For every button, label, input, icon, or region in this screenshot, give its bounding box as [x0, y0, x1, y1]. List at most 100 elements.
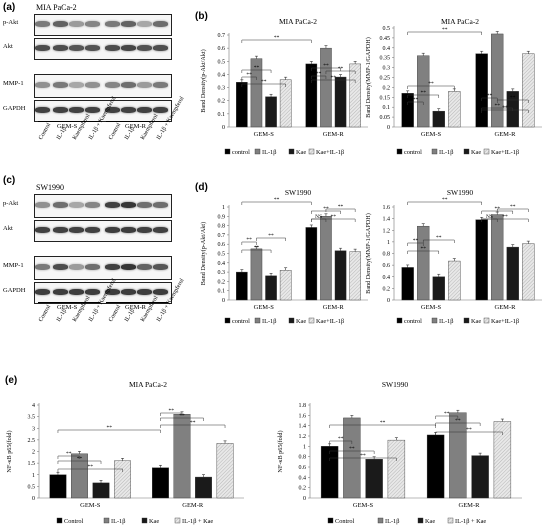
significance-bracket	[407, 242, 424, 246]
blot-group-label: GEM-R	[125, 123, 146, 130]
blot-group-line	[106, 121, 168, 122]
bar	[320, 216, 332, 301]
bar	[236, 271, 248, 301]
y-tick-label: 0.3	[218, 86, 226, 92]
legend-swatch	[224, 148, 231, 155]
significance-bracket	[241, 76, 257, 80]
y-tick-label: 0.6	[299, 465, 307, 471]
chart-legend-item-1: control	[404, 318, 422, 325]
blot-band	[53, 107, 68, 113]
y-tick-label: 0.4	[218, 261, 226, 267]
significance-bracket	[435, 431, 503, 435]
significance-bracket	[57, 455, 80, 459]
bar	[448, 91, 461, 128]
significance-bracket	[241, 39, 312, 43]
significance-bracket	[329, 450, 375, 454]
y-tick-label: 0.2	[218, 279, 226, 285]
blot-band	[137, 21, 152, 27]
legend-swatch	[327, 517, 334, 524]
blot-group-label: GEM-S	[57, 304, 78, 311]
significance-label: **	[502, 214, 508, 220]
blot-band	[35, 45, 50, 51]
y-tick-label: 0.1	[383, 105, 391, 111]
significance-label: **	[380, 420, 386, 426]
y-tick-label: 0.5	[218, 59, 226, 65]
bar	[334, 250, 347, 301]
y-tick-label: 0	[303, 496, 306, 502]
chart-legend-item-2: IL-1β	[439, 149, 453, 156]
chart-legend-item-2: IL-1β	[262, 318, 276, 325]
legend-swatch	[224, 317, 231, 324]
blot-a-cell-title: MIA PaCa-2	[36, 3, 77, 12]
significance-bracket	[160, 412, 183, 416]
legend-swatch	[288, 148, 295, 155]
blot-row-label: GAPDH	[3, 287, 26, 294]
bar	[449, 412, 467, 499]
x-tick-label: GEM-S	[254, 131, 275, 138]
y-axis-label: Band Density(p-Akt/Akt)	[200, 49, 207, 112]
chart-legend-item-4: Kae+IL-1β	[316, 149, 344, 156]
legend-swatch	[308, 317, 315, 324]
blot-band	[137, 107, 152, 113]
significance-label: **	[246, 237, 252, 243]
chart-legend-item-3: Kae	[471, 318, 481, 325]
bar	[265, 96, 277, 128]
y-tick-label: 1.4	[299, 424, 307, 430]
bar	[506, 246, 519, 301]
significance-bracket	[435, 415, 459, 419]
chart-legend-item-3: Kae	[296, 149, 306, 156]
chart-legend-item-4: IL-1β + Kae	[455, 518, 486, 525]
y-tick-label: 0.2	[299, 486, 307, 492]
significance-label: **	[502, 105, 508, 111]
blot-band	[69, 82, 84, 88]
significance-label: **	[268, 233, 274, 239]
significance-bracket	[241, 69, 272, 73]
significance-label: **	[331, 214, 337, 220]
blot-group-label: GEM-R	[125, 304, 146, 311]
legend-swatch	[288, 317, 295, 324]
blot-band	[69, 289, 84, 295]
blot-band	[69, 202, 84, 208]
blot-band	[105, 289, 120, 295]
significance-bracket	[496, 99, 529, 103]
chart-legend-item-1: Control	[335, 518, 354, 525]
blot-band	[121, 202, 136, 208]
x-tick-label: GEM-S	[254, 304, 275, 311]
legend-swatch	[447, 517, 454, 524]
legend-swatch	[254, 317, 261, 324]
bar	[216, 443, 234, 499]
y-tick-label: 0	[222, 298, 225, 304]
blot-band	[121, 21, 136, 27]
significance-bracket	[325, 70, 356, 74]
legend-swatch	[174, 517, 181, 524]
chart-title: SW1990	[382, 380, 409, 389]
x-tick-label: GEM-R	[495, 304, 517, 311]
y-tick-label: 0	[387, 298, 390, 304]
significance-label: NS	[315, 214, 322, 220]
blot-row-label: Akt	[3, 43, 13, 50]
bar	[305, 227, 318, 301]
bar	[279, 270, 292, 301]
significance-bracket	[496, 208, 529, 212]
blot-row-label: GAPDH	[3, 105, 26, 112]
x-tick-label: GEM-R	[495, 131, 517, 138]
bar	[426, 434, 445, 499]
significance-bracket	[241, 241, 257, 245]
significance-label: **	[246, 72, 252, 78]
blot-band	[69, 45, 84, 51]
blot-row-label: p-Akt	[3, 200, 19, 207]
y-tick-label: 0.8	[299, 455, 307, 461]
blot-band	[35, 264, 50, 270]
y-tick-label: 0.5	[28, 484, 36, 490]
y-tick-label: 3	[32, 426, 35, 432]
blot-band	[105, 202, 120, 208]
blot-band	[53, 45, 68, 51]
blot-band	[121, 227, 136, 233]
blot-group-line	[38, 302, 100, 303]
y-tick-label: 2	[32, 450, 35, 456]
blot-band	[137, 45, 152, 51]
significance-label: **	[487, 93, 493, 99]
significance-label: **	[77, 456, 83, 462]
blot-row-label: Akt	[3, 225, 13, 232]
chart-legend-item-3: Kae	[425, 518, 435, 525]
